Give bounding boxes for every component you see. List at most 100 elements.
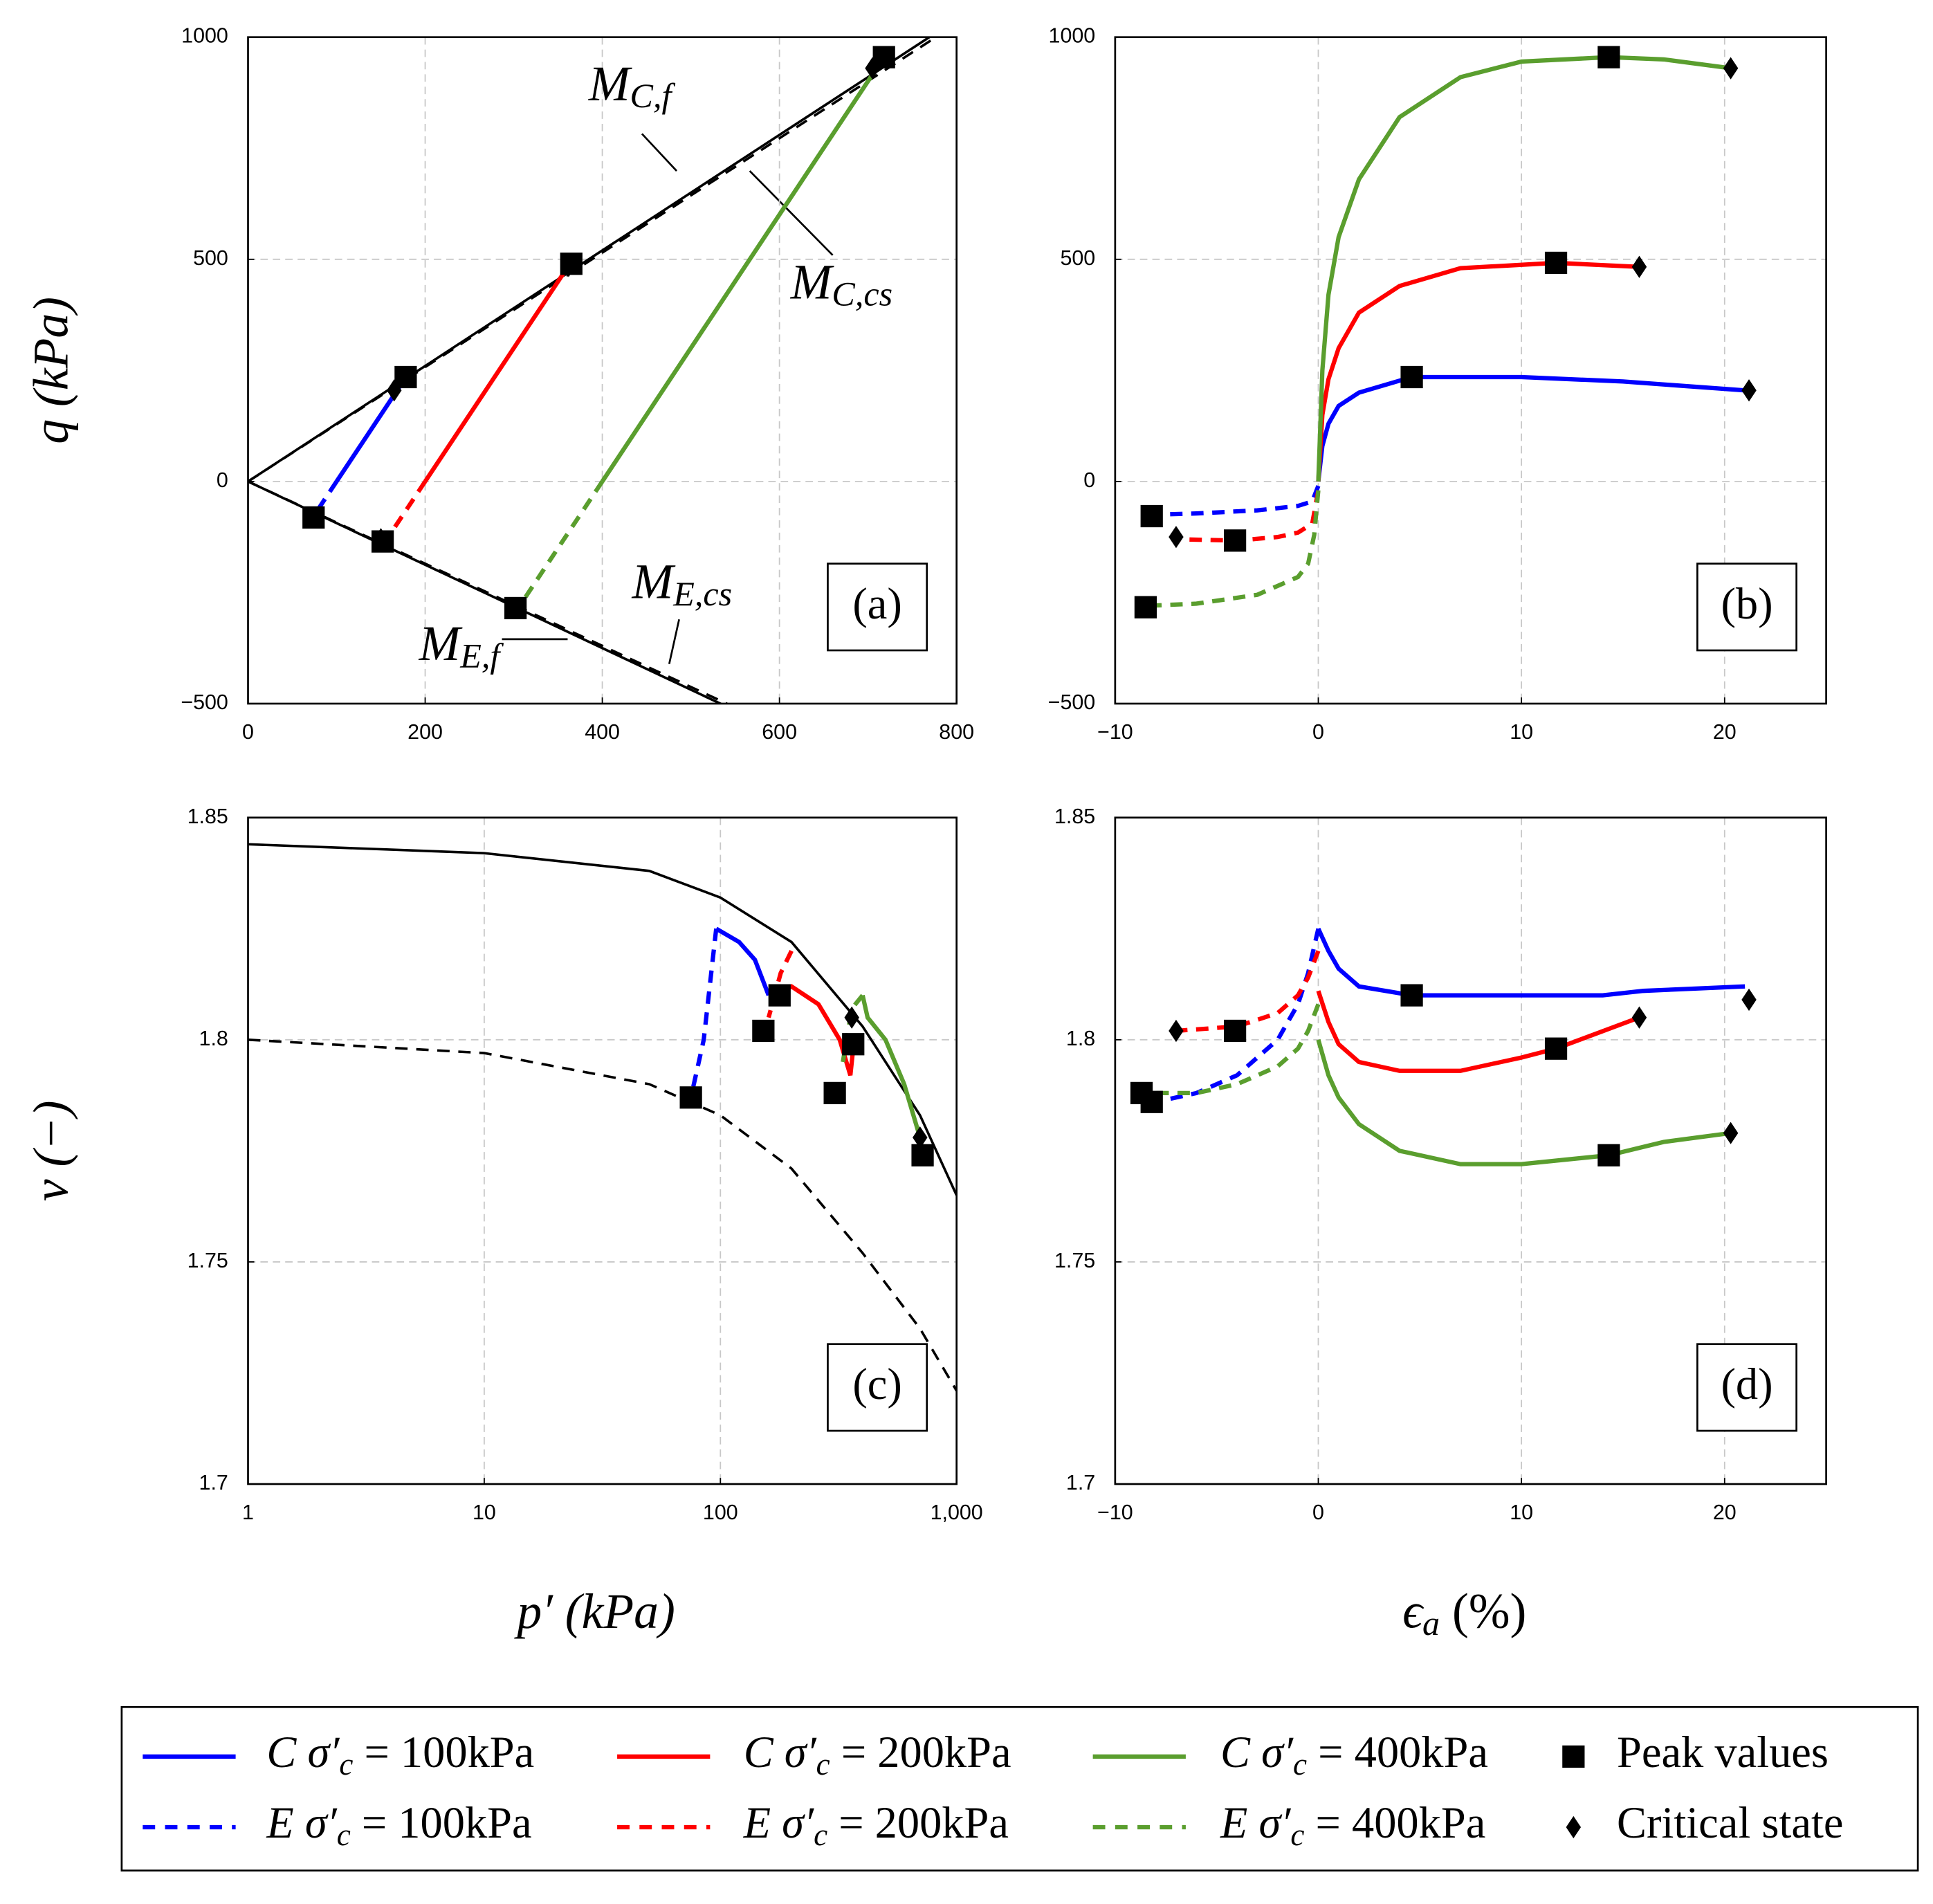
series-line (248, 37, 939, 483)
series-line (860, 994, 922, 1139)
x-axis-label-sub: a (1422, 1603, 1440, 1642)
annotation: ME,f (419, 617, 504, 675)
y-tick-label: 1.8 (1066, 1027, 1095, 1050)
legend-label: C σ′ (744, 1728, 817, 1777)
series-line (1175, 950, 1321, 1034)
y-tick-label: 1.85 (1054, 805, 1095, 828)
legend-entry: Critical state (1617, 1798, 1843, 1847)
legend-rest: = 400kPa (1307, 1728, 1488, 1777)
x-axis-label: p′ (kPa) (513, 1584, 675, 1639)
y-axis-label: v (−) (24, 1101, 78, 1202)
legend-rest: = 200kPa (827, 1798, 1009, 1847)
x-tick-label: −10 (1097, 1501, 1133, 1524)
critical-marker (1566, 1815, 1582, 1839)
series-line (1142, 1003, 1321, 1096)
panel-label: (a) (852, 579, 902, 628)
x-tick-label: 200 (407, 720, 443, 744)
legend-entry: C σ′c = 400kPa (1220, 1728, 1488, 1782)
peak-marker (302, 506, 325, 529)
arrow (749, 170, 834, 256)
y-tick-label: 1000 (181, 24, 228, 48)
series-line (688, 928, 719, 1098)
plot-area (1142, 927, 1746, 1166)
x-tick-label: 400 (585, 720, 620, 744)
critical-marker (1741, 988, 1757, 1012)
series-line (1316, 927, 1746, 998)
annotation-sub: E,cs (672, 574, 732, 613)
y-tick-label: 500 (193, 246, 228, 270)
legend-label: C σ′ (1220, 1728, 1294, 1777)
legend-entry: C σ′c = 200kPa (744, 1728, 1011, 1782)
critical-marker (844, 1006, 859, 1029)
x-tick-label: 600 (762, 720, 797, 744)
legend-sub: c (337, 1818, 351, 1852)
annotation-main: M (419, 617, 463, 672)
plot-frame (247, 36, 958, 705)
peak-marker (823, 1081, 846, 1105)
x-tick-label: 20 (1713, 1501, 1737, 1524)
annotation: ME,cs (632, 555, 733, 612)
series-line (1316, 55, 1732, 482)
peak-marker (1597, 46, 1620, 68)
annotation-main: M (588, 57, 632, 111)
series-line (766, 950, 794, 1018)
series-line (1175, 490, 1321, 543)
legend-entry: E σ′c = 200kPa (743, 1798, 1009, 1853)
legend-sub: c (1293, 1747, 1307, 1782)
critical-marker (1631, 255, 1647, 278)
annotation-sub: C,cs (832, 274, 892, 313)
x-tick-label: 10 (1510, 1501, 1533, 1524)
y-tick-label: 1.75 (187, 1249, 228, 1272)
legend-label: C σ′ (266, 1728, 340, 1777)
legend-rest: = 400kPa (1304, 1798, 1485, 1847)
x-tick-label: −10 (1097, 720, 1133, 744)
y-tick-label: −500 (181, 690, 228, 714)
peak-marker (1223, 529, 1247, 552)
x-tick-label: 100 (703, 1501, 738, 1524)
x-tick-label: 0 (1312, 1501, 1324, 1524)
legend-rest: = 200kPa (830, 1728, 1011, 1777)
x-tick-label: 1 (242, 1501, 254, 1524)
series-line (248, 37, 932, 483)
legend-sub: c (339, 1747, 353, 1782)
arrow (641, 133, 678, 172)
plot-frame (247, 816, 958, 1485)
y-tick-label: 1.8 (199, 1027, 228, 1050)
x-axis-label-main: ϵ (1402, 1584, 1424, 1639)
y-tick-label: 0 (1083, 468, 1095, 492)
legend-sub: c (816, 1747, 830, 1782)
critical-marker (373, 528, 389, 551)
series-line (248, 1038, 957, 1392)
panel-label-box (1696, 1343, 1797, 1432)
plot-frame (1114, 36, 1827, 705)
legend-rest: = 100kPa (353, 1728, 534, 1777)
legend-entry: C σ′c = 100kPa (266, 1728, 534, 1782)
peak-marker (842, 1033, 865, 1056)
x-axis-label-rest: (%) (1440, 1584, 1526, 1639)
annotation-sub: E,f (459, 636, 504, 675)
peak-marker (1544, 1037, 1568, 1060)
plot-area (248, 37, 939, 704)
y-tick-label: 1.7 (1066, 1471, 1095, 1494)
critical-marker (1169, 1019, 1184, 1043)
peak-marker (679, 1086, 702, 1109)
annotation: MC,cs (790, 255, 892, 313)
annotation-main: M (632, 555, 676, 610)
critical-marker (1723, 57, 1739, 80)
annotation: MC,f (588, 57, 676, 114)
x-tick-label: 0 (242, 720, 254, 744)
annotation-arrows (502, 133, 834, 664)
series-line (1151, 485, 1321, 518)
series-line (600, 55, 886, 483)
y-tick-label: 500 (1060, 246, 1095, 270)
legend-sub: c (814, 1818, 827, 1852)
peak-marker (394, 365, 417, 389)
legend-label: Peak values (1617, 1728, 1829, 1777)
critical-marker (1723, 1122, 1739, 1144)
series-line (248, 480, 730, 704)
y-tick-label: 1.75 (1054, 1249, 1095, 1272)
x-tick-label: 0 (1312, 720, 1324, 744)
critical-marker (1631, 1006, 1647, 1029)
annotation-main: M (790, 255, 834, 310)
